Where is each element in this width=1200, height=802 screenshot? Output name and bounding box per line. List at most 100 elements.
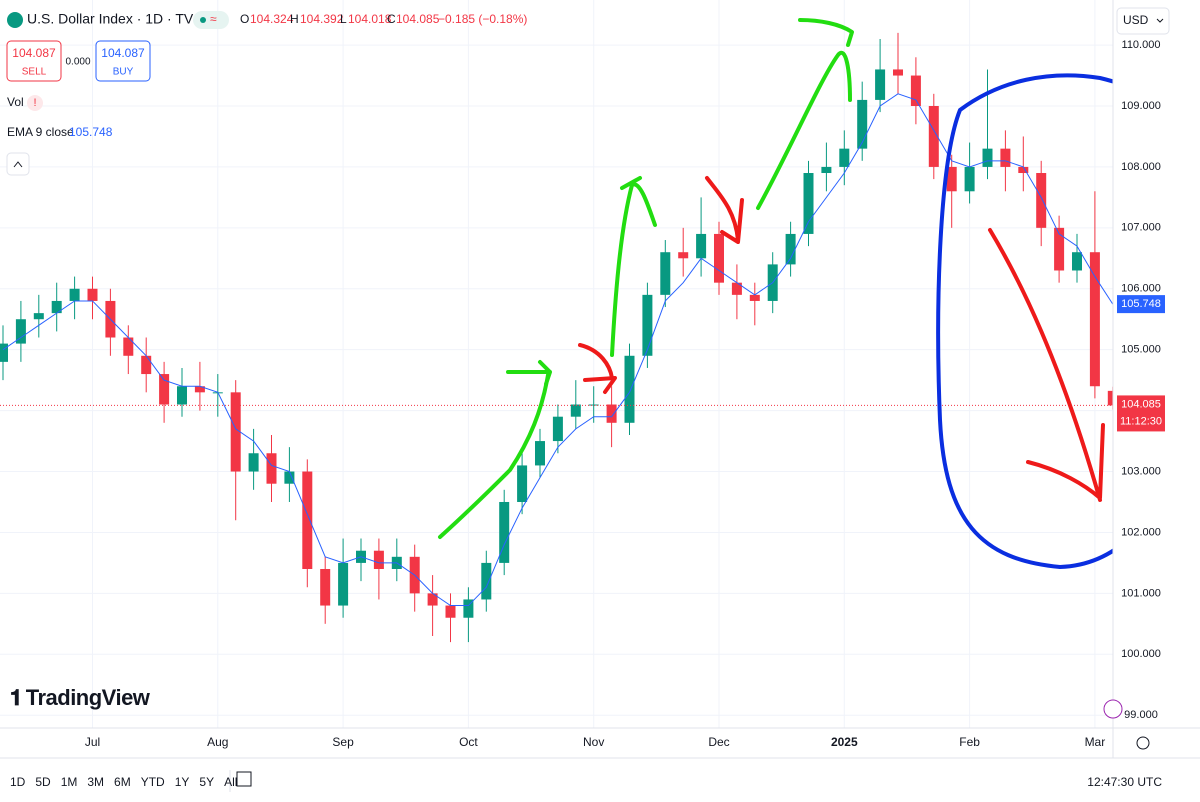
candle-body	[928, 106, 939, 167]
change: −0.185 (−0.18%)	[438, 12, 527, 26]
y-tick-label: 105.000	[1121, 344, 1161, 356]
buy-button[interactable]	[95, 40, 151, 82]
sell-label[interactable]: SELL	[22, 67, 47, 78]
y-tick-label: 102.000	[1121, 526, 1161, 538]
range-button[interactable]: 1Y	[175, 775, 190, 789]
candle-body	[803, 173, 814, 234]
red-arrow	[705, 176, 744, 244]
y-tick-label: 99.000	[1124, 709, 1158, 721]
y-tick-label: 101.000	[1121, 587, 1161, 599]
candle-body	[463, 599, 474, 618]
candle-body	[87, 288, 98, 301]
range-button[interactable]: 5D	[35, 775, 51, 789]
range-button[interactable]: 6M	[114, 775, 131, 789]
ohlc-label: L	[340, 12, 347, 26]
settings-icon[interactable]	[1136, 736, 1150, 750]
candle-body	[731, 282, 742, 295]
clock: 12:47:30 UTC	[1087, 775, 1162, 789]
candle-body	[570, 404, 581, 417]
candle-body	[123, 337, 134, 356]
candle-body	[1036, 173, 1047, 228]
collapse-icon	[13, 161, 23, 168]
candle-body	[338, 562, 349, 606]
range-button[interactable]: All	[224, 775, 237, 789]
ema-line	[2, 93, 1114, 607]
candle-body	[177, 386, 187, 405]
candle-body	[696, 233, 707, 259]
status-dot	[200, 17, 206, 23]
candle-body	[194, 386, 205, 393]
x-tick-label: Dec	[708, 735, 729, 749]
y-tick-label: 109.000	[1121, 100, 1161, 112]
range-button[interactable]: 3M	[87, 775, 104, 789]
range-button[interactable]: 1D	[10, 775, 26, 789]
status-pill	[193, 11, 229, 29]
candle-body	[857, 99, 868, 149]
ema-value: 105.748	[69, 125, 113, 139]
candle-body	[821, 166, 832, 174]
candle-body	[69, 288, 80, 301]
buy-price[interactable]: 104.087	[101, 46, 145, 60]
candle-body	[427, 593, 438, 606]
candle-body	[373, 550, 384, 569]
logo: 𝟏 TradingView	[10, 685, 151, 710]
x-tick-label: Sep	[332, 735, 354, 749]
legend: U.S. Dollar Index · 1D · TVC ≈ O 104.324…	[6, 7, 1170, 750]
candle-body	[785, 233, 796, 265]
red-arrow	[988, 228, 1105, 502]
candle-body	[714, 233, 724, 283]
plot	[0, 32, 1118, 643]
alert-icon[interactable]	[1103, 699, 1123, 719]
candle-body	[445, 605, 456, 618]
calendar-icon[interactable]	[236, 771, 252, 787]
price-axis-bg	[1113, 0, 1200, 728]
range-button[interactable]: YTD	[141, 775, 165, 789]
candle-body	[481, 562, 492, 600]
ohlc-value: 104.018	[348, 12, 392, 26]
x-tick-label: Nov	[583, 735, 604, 749]
last-price: 104.085	[1121, 398, 1161, 410]
last-price-tag	[1117, 395, 1165, 432]
price-axis: 99.000100.000101.000102.000103.000104.00…	[1117, 39, 1165, 721]
countdown: 11:12:30	[1120, 415, 1162, 427]
sell-price[interactable]: 104.087	[12, 46, 56, 60]
y-tick-label: 110.000	[1122, 39, 1161, 51]
candle-body	[642, 294, 653, 356]
candle-body	[749, 294, 760, 301]
currency[interactable]: USD	[1123, 13, 1149, 27]
x-tick-label: Aug	[207, 735, 228, 749]
candle-body	[266, 453, 277, 484]
currency-caret	[1156, 18, 1164, 23]
buy-label[interactable]: BUY	[113, 67, 134, 78]
candle-body	[1054, 227, 1065, 271]
candle-body	[910, 75, 921, 107]
candle-body	[15, 319, 26, 344]
x-tick-label: Jul	[85, 735, 100, 749]
candle-body	[141, 355, 152, 375]
candle-body	[893, 69, 903, 76]
vol-label: Vol	[7, 95, 24, 109]
ohlc-label: C	[387, 12, 396, 26]
vol-warning[interactable]	[27, 95, 43, 111]
candle-body	[535, 441, 545, 466]
ema-tag	[1117, 295, 1165, 314]
candle-body	[248, 453, 259, 472]
status-icon: ≈	[210, 12, 217, 26]
ohlc-value: 104.085	[396, 12, 440, 26]
x-tick-label: 2025	[831, 735, 858, 749]
ema-tag-value: 105.748	[1121, 298, 1161, 310]
grid	[0, 0, 1113, 728]
candle-body	[839, 148, 850, 167]
candle-body	[624, 355, 635, 423]
range-button[interactable]: 1M	[61, 775, 78, 789]
x-tick-label: Oct	[459, 735, 478, 749]
sell-button[interactable]	[6, 40, 62, 82]
currency-button[interactable]	[1116, 7, 1170, 35]
range-button[interactable]: 5Y	[199, 775, 214, 789]
collapse-button[interactable]	[6, 152, 30, 176]
vol-warning-icon: !	[33, 97, 36, 109]
ohlc-label: O	[240, 12, 249, 26]
green-arrow	[438, 360, 552, 539]
candle-body	[51, 300, 62, 314]
candle-body	[660, 252, 671, 295]
